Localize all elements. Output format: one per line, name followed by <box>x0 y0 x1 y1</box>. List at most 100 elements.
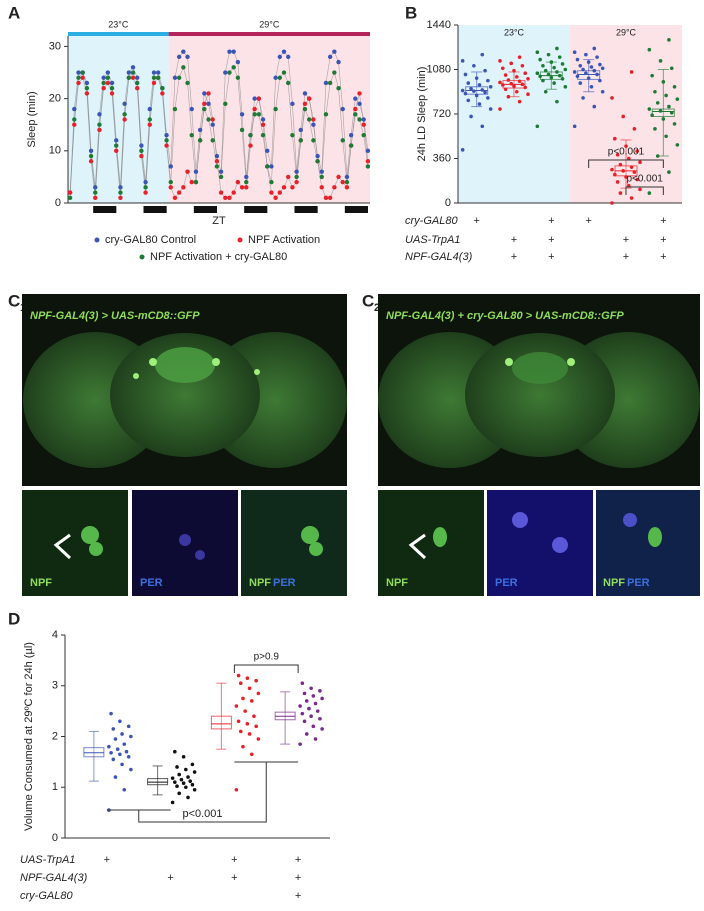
data-point <box>235 179 241 185</box>
dark-phase <box>93 206 117 213</box>
data-point <box>175 784 179 789</box>
data-point <box>589 85 594 89</box>
data-point <box>667 104 671 109</box>
data-point <box>122 787 127 792</box>
data-point <box>281 70 287 75</box>
data-point <box>344 185 350 190</box>
data-point <box>170 776 175 780</box>
data-point <box>202 106 207 112</box>
data-point <box>515 75 519 79</box>
neuron <box>254 369 260 375</box>
data-point <box>472 63 476 68</box>
data-point <box>629 70 634 74</box>
data-point <box>190 762 195 767</box>
data-point <box>549 75 554 80</box>
data-point <box>535 124 540 129</box>
neuron <box>309 542 323 556</box>
legend-label: cry-GAL80 Control <box>105 234 196 246</box>
data-point <box>578 81 583 85</box>
data-point <box>143 179 148 185</box>
box <box>210 715 232 730</box>
data-point <box>515 89 519 94</box>
data-point <box>357 101 362 107</box>
data-point <box>506 94 511 99</box>
data-point <box>151 70 157 75</box>
data-point <box>290 101 295 107</box>
data-point <box>248 143 253 148</box>
data-point <box>655 101 660 105</box>
tile-label: PER <box>627 577 650 589</box>
data-point <box>512 68 516 73</box>
data-point <box>647 47 652 52</box>
data-point <box>185 169 190 174</box>
data-point <box>555 70 559 74</box>
data-point <box>97 127 102 133</box>
data-point <box>76 70 81 75</box>
data-point <box>223 101 228 107</box>
data-point <box>239 185 245 190</box>
data-point <box>193 179 199 185</box>
data-point <box>304 732 309 736</box>
data-point <box>260 117 266 122</box>
data-point <box>466 98 471 103</box>
data-point <box>498 59 502 63</box>
data-point <box>581 67 585 72</box>
data-point <box>105 80 111 86</box>
data-point <box>340 138 345 143</box>
data-point <box>586 76 591 80</box>
data-point <box>506 78 511 82</box>
comparison-bracket <box>233 664 299 673</box>
data-point <box>197 127 203 133</box>
data-point <box>72 117 77 122</box>
data-point <box>618 191 623 195</box>
data-point <box>243 709 247 713</box>
data-point <box>517 79 522 84</box>
data-point <box>122 117 127 122</box>
data-point <box>252 96 257 101</box>
data-point <box>122 742 127 746</box>
data-point <box>503 87 508 92</box>
data-point <box>252 112 257 117</box>
data-point <box>254 678 258 683</box>
data-point <box>135 75 140 80</box>
data-point <box>311 117 316 122</box>
data-point <box>319 185 324 190</box>
data-point <box>231 49 236 54</box>
data-point <box>463 91 468 96</box>
data-point <box>472 89 476 93</box>
data-point <box>543 68 548 73</box>
data-point <box>578 63 583 68</box>
data-point <box>365 159 371 164</box>
phase-label: 29°C <box>259 19 280 29</box>
data-point <box>318 716 322 721</box>
data-point <box>210 122 215 127</box>
data-point <box>509 61 513 66</box>
data-point <box>223 70 228 75</box>
data-point <box>667 170 671 174</box>
data-point <box>227 70 232 75</box>
neuron <box>433 527 447 547</box>
data-point <box>613 172 617 177</box>
data-point <box>247 732 252 736</box>
data-point <box>586 60 591 64</box>
data-point <box>543 89 548 94</box>
data-point <box>302 719 307 724</box>
data-point <box>269 179 274 185</box>
data-point <box>488 107 493 111</box>
data-point <box>118 185 123 190</box>
data-point <box>632 170 637 174</box>
data-point <box>300 681 305 686</box>
data-point <box>302 101 308 107</box>
data-point <box>319 169 324 174</box>
tile-per <box>487 490 593 596</box>
data-point <box>101 85 106 91</box>
data-point <box>168 179 173 185</box>
data-point <box>109 750 113 755</box>
genotype-label: cry-GAL80 <box>405 215 458 227</box>
data-point <box>76 75 81 80</box>
data-point <box>206 117 211 122</box>
data-point <box>84 80 90 86</box>
data-point <box>610 96 614 100</box>
data-point <box>353 112 358 117</box>
data-point <box>320 727 324 731</box>
